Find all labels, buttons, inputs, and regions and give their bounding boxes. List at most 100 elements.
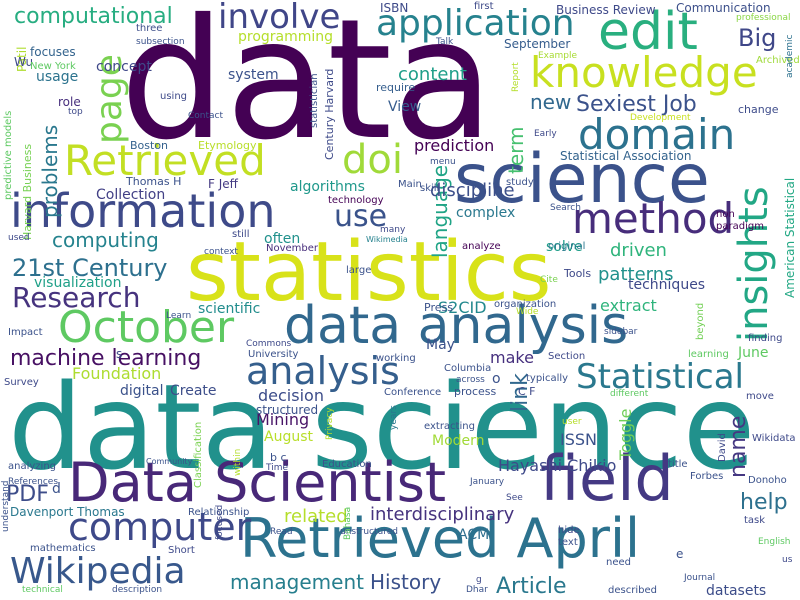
word-press: Press [424, 301, 453, 314]
word-domain: domain [578, 110, 736, 159]
word-within: within [233, 448, 243, 476]
word-us: us [782, 555, 793, 565]
word-hide: hide [558, 525, 580, 536]
word-often: often [264, 231, 301, 247]
word-retrieved: Retrieved [64, 136, 266, 185]
word-information: information [10, 184, 276, 238]
word-view: View [388, 99, 422, 115]
word-first: first [474, 1, 494, 12]
word-talk: Talk [436, 37, 454, 47]
word-journal: Journal [684, 573, 716, 583]
word-research: Research [12, 281, 141, 314]
word-application: application [376, 3, 575, 44]
word-non: non [716, 209, 735, 220]
word-field: field [540, 442, 674, 515]
word-sexiest-job: Sexiest Job [576, 92, 697, 117]
word-title: title [668, 459, 688, 470]
word-analyze: analyze [462, 241, 501, 252]
word-solve: solve [546, 239, 583, 255]
word-involve: involve [218, 0, 341, 37]
word-business-review: Business Review [556, 3, 656, 17]
word-related: related [284, 506, 348, 527]
word-organization: organization [494, 299, 557, 310]
word-donoho: Donoho [748, 475, 787, 486]
word-content: content [398, 64, 467, 85]
word-scientific: scientific [198, 301, 261, 317]
word-original: original [548, 241, 586, 252]
word-september: September [504, 37, 571, 51]
word-prediction: prediction [414, 136, 495, 155]
word-report: Report [511, 62, 521, 92]
word-management: management [230, 570, 364, 594]
word-impact: Impact [8, 327, 43, 338]
word-knowledge: knowledge [530, 48, 758, 97]
word-pdf: PDF [6, 482, 49, 507]
word-communication: Communication [676, 1, 771, 15]
word-using: using [160, 91, 188, 102]
word-boston: Boston [130, 139, 169, 152]
word-toggle: Toggle [616, 408, 635, 460]
word-conference: Conference [384, 387, 442, 398]
word-education: Education [322, 459, 372, 470]
word-understand: understand [1, 480, 11, 532]
word-move: move [746, 391, 774, 402]
word-s: s [116, 347, 123, 361]
word-big: Big [738, 24, 777, 52]
word-short: Short [168, 545, 195, 556]
word-still: still [232, 229, 250, 240]
word-c-f: C F [518, 385, 536, 398]
word-classification: Classification [193, 421, 204, 488]
word-wikidata: Wikidata [752, 433, 796, 444]
word-require: require [376, 81, 416, 94]
word-help: help [740, 490, 788, 515]
word-may: May [426, 337, 455, 353]
word-user: user [562, 417, 582, 427]
word-english: English [758, 537, 791, 547]
word-complex: complex [456, 205, 516, 221]
word-community: Community [146, 457, 193, 466]
word-focused: focused [215, 504, 225, 540]
word-menu: menu [430, 157, 456, 167]
word-century-harvard: Century Harvard [323, 68, 336, 160]
word-e: e [676, 547, 684, 561]
word-data-scientist: Data Scientist [68, 451, 446, 514]
word-described: described [608, 585, 657, 596]
word-doi: doi [342, 137, 403, 183]
word-top: top [68, 107, 83, 117]
word-relationship: Relationship [188, 507, 250, 518]
word-development: Development [630, 113, 691, 123]
word-extract: extract [600, 296, 657, 315]
word-data-analysis: data analysis [284, 296, 629, 356]
word-harvard-business: Harvard Business [21, 143, 34, 240]
word-discipline: discipline [430, 180, 515, 201]
word-issn: ISSN [560, 430, 597, 449]
word-privacy: Privacy [325, 407, 335, 440]
word-beyond: beyond [695, 302, 706, 340]
word-august: August [264, 429, 313, 445]
word-programming: programming [238, 29, 334, 45]
word-commons: Commons [246, 339, 292, 349]
word-need: need [606, 557, 631, 568]
word-technical: technical [22, 585, 63, 595]
word-three: three [136, 23, 163, 34]
word-thomas-h: Thomas H [126, 175, 182, 188]
word-david: David [717, 433, 728, 462]
word-main: Main [398, 179, 422, 190]
word-forbes: Forbes [690, 471, 724, 482]
word-subsection: subsection [136, 37, 185, 47]
word-term: term [504, 126, 528, 175]
word-computing: computing [52, 228, 159, 252]
word-used: used [8, 233, 30, 243]
word-finding: finding [748, 333, 783, 344]
word-skill: skill [420, 183, 440, 194]
word-cite: Cite [540, 275, 558, 285]
word-professional: professional [736, 13, 791, 23]
word-foundation: Foundation [72, 364, 162, 383]
word-techniques: techniques [628, 277, 706, 293]
word-wu: Wu [14, 55, 34, 69]
word-method: method [572, 194, 735, 243]
word-time: Time [266, 463, 289, 473]
word-american-statistical: American Statistical [783, 177, 797, 298]
word-isbn: ISBN [380, 1, 409, 15]
word-collection: Collection [96, 187, 166, 203]
